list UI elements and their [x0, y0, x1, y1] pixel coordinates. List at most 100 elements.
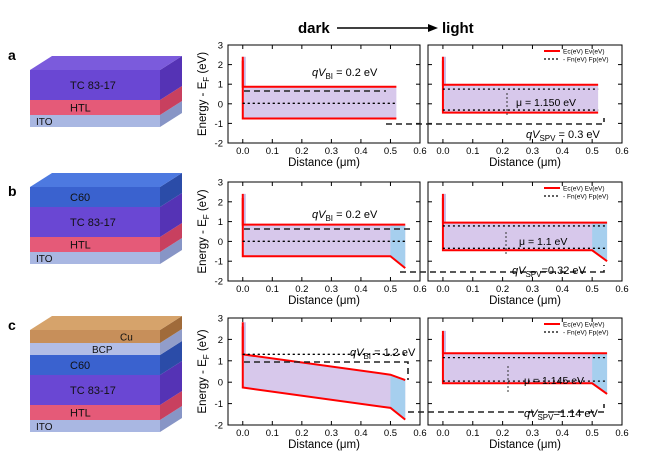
- x-tick-label: 0.0: [436, 284, 449, 295]
- layer-c60-side: [160, 341, 182, 375]
- mu-label: μ = 1.145 eV: [524, 375, 584, 387]
- bandgap-fill: [442, 84, 599, 113]
- bandgap-fill: [242, 354, 406, 420]
- x-tick-label: 0.1: [266, 284, 279, 295]
- y-tick-label: 2: [218, 60, 223, 71]
- interface-fill: [242, 193, 246, 225]
- layer-tc-side: [160, 56, 182, 100]
- layer-cu-top: [30, 316, 182, 330]
- layer-htl-side: [160, 223, 182, 252]
- plot-c-dark: 0.0 0.1 0.2 0.3 0.4 0.5 0.6 Distance (μm) -2 -1 0 1…: [197, 314, 427, 452]
- x-tick-label: 0.4: [354, 428, 367, 439]
- qvspv-label-b: qVSPV=0.32 eV: [512, 265, 586, 279]
- panel-label-c: c: [8, 317, 16, 333]
- y-tick-label: 3: [218, 178, 223, 189]
- qvspv-label-a: qVSPV = 0.3 eV: [526, 129, 600, 143]
- x-tick-label: 0.6: [413, 428, 426, 439]
- plot-b-dark: 0.0 0.1 0.2 0.3 0.4 0.5 0.6 Distance (μm) -2 -1 0 1…: [197, 178, 427, 308]
- y-tick-label: 0: [218, 378, 223, 389]
- layer-label: HTL: [70, 408, 91, 420]
- layer-tc-top: [30, 56, 182, 70]
- layer-htl-side: [160, 86, 182, 115]
- layer-label: C60: [70, 192, 90, 204]
- axes-frame: [227, 181, 421, 282]
- layer-label: C60: [70, 360, 90, 372]
- x-tick-label: 0.0: [236, 146, 249, 157]
- mu-label: μ = 1.1 eV: [519, 236, 567, 248]
- bandgap-fill: [442, 353, 608, 394]
- x-tick-label: 0.1: [466, 284, 479, 295]
- x-tick-label: 0.5: [586, 146, 599, 157]
- layer-tc-front: [30, 207, 160, 237]
- x-tick-label: 0.4: [556, 284, 569, 295]
- x-tick-label: 0.2: [496, 146, 509, 157]
- x-tick-label: 0.6: [413, 284, 426, 295]
- y-axis-label: Energy - EF (eV): [197, 189, 211, 273]
- x-tick-label: 0.2: [295, 146, 308, 157]
- legend-item-1: Ec(eV) Ev(eV): [563, 49, 605, 56]
- qvbi-label-c: qVBI = 1.2 eV: [350, 347, 416, 361]
- layer-c60-front: [30, 187, 160, 207]
- x-tick-label: 0.5: [384, 284, 397, 295]
- x-tick-label: 0.2: [496, 284, 509, 295]
- x-axis-label: Distance (μm): [489, 295, 561, 307]
- axes-frame: [227, 317, 421, 426]
- x-axis-label: Distance (μm): [288, 157, 360, 169]
- axes-frame: [427, 44, 623, 144]
- layer-htl-front: [30, 237, 160, 252]
- layer-label: ITO: [36, 422, 53, 433]
- x-tick-label: 0.6: [413, 146, 426, 157]
- y-tick-label: -1: [215, 399, 223, 410]
- layer-c60-top: [30, 173, 182, 187]
- interface-fill: [242, 56, 246, 87]
- layer-cu-side: [160, 316, 182, 343]
- qvbi-label-b: qVBI = 0.2 eV: [312, 209, 378, 223]
- x-tick-label: 0.0: [236, 428, 249, 439]
- light-label: light: [442, 20, 474, 37]
- layer-label: HTL: [70, 103, 91, 115]
- layer-label: ITO: [36, 254, 53, 265]
- layer-tc-front: [30, 375, 160, 405]
- y-tick-label: 1: [218, 80, 223, 91]
- qvbi-guide-c: [244, 361, 409, 380]
- legend-item-2: - Fn(eV) Fp(eV): [563, 330, 609, 337]
- x-tick-label: 0.1: [466, 428, 479, 439]
- layer-htl-side: [160, 391, 182, 420]
- panel-label-b: b: [8, 183, 17, 199]
- layer-htl-front: [30, 405, 160, 420]
- x-tick-label: 0.3: [526, 284, 539, 295]
- legend-item-2: - Fn(eV) Fp(eV): [563, 194, 609, 201]
- htl-region-fill: [592, 222, 608, 262]
- y-tick-label: -2: [215, 421, 223, 432]
- qvspv-guide-c: [408, 404, 605, 413]
- axes-frame: [427, 317, 623, 426]
- dark-label: dark: [298, 20, 330, 37]
- layer-ito-side: [160, 101, 182, 127]
- layer-ito-front: [30, 420, 160, 432]
- x-tick-label: 0.3: [526, 428, 539, 439]
- y-axis-label: Energy - EF (eV): [197, 329, 211, 413]
- x-tick-label: 0.0: [436, 146, 449, 157]
- x-tick-label: 0.2: [295, 284, 308, 295]
- y-tick-label: 1: [218, 217, 223, 228]
- legend-item-2: - Fn(eV) Fp(eV): [563, 57, 609, 64]
- band-diagrams: 0.0 0.1 0.2 0.3 0.4 0.5 0.6 Distance (μm) -2 -1 0 1…: [197, 41, 629, 452]
- y-tick-label: -2: [215, 139, 223, 150]
- plot-a-light: 0.0 0.1 0.2 0.3 0.4 0.5 0.6 Distance (μm) Ec(eV)…: [427, 44, 629, 169]
- layer-label: BCP: [92, 345, 113, 356]
- x-tick-label: 0.4: [556, 146, 569, 157]
- layer-bcp-front: [30, 343, 160, 355]
- y-tick-label: 0: [218, 237, 223, 248]
- x-tick-label: 0.3: [526, 146, 539, 157]
- x-tick-label: 0.4: [354, 284, 367, 295]
- x-tick-label: 0.5: [586, 284, 599, 295]
- layer-label: ITO: [36, 117, 53, 128]
- layer-label: Cu: [120, 333, 133, 344]
- y-tick-label: 3: [218, 41, 223, 52]
- y-tick-label: 0: [218, 99, 223, 110]
- plot-b-light: 0.0 0.1 0.2 0.3 0.4 0.5 0.6 Distance (μm) Ec(eV)…: [427, 181, 629, 307]
- x-tick-label: 0.5: [384, 146, 397, 157]
- y-tick-label: -2: [215, 277, 223, 288]
- layer-cu-front: [30, 330, 160, 343]
